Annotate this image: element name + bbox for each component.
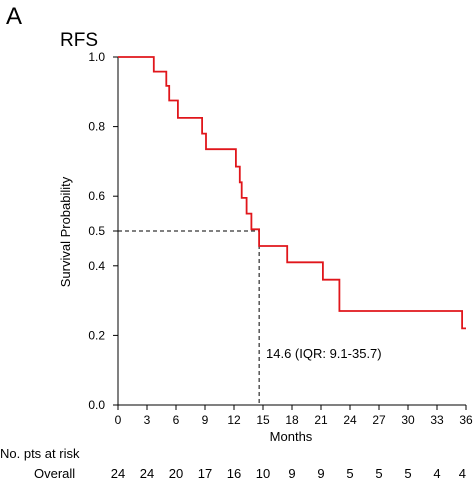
- x-tick-label: 36: [459, 413, 473, 427]
- median-lines: [118, 230, 260, 405]
- x-axis: 0 3 6 9 12 15 18 21 24 27 30 33 36: [115, 404, 473, 427]
- x-tick-label: 15: [256, 413, 270, 427]
- risk-row-label: Overall: [34, 466, 75, 479]
- x-tick-label: 30: [401, 413, 415, 427]
- x-axis-label: Months: [270, 429, 313, 444]
- y-tick-label: 0.5: [88, 224, 105, 238]
- risk-count: 17: [198, 466, 212, 479]
- risk-count: 4: [433, 466, 440, 479]
- y-tick-label: 1.0: [88, 50, 105, 64]
- risk-count: 9: [288, 466, 295, 479]
- x-tick-label: 3: [144, 413, 151, 427]
- risk-count: 24: [111, 466, 125, 479]
- x-tick-label: 33: [430, 413, 444, 427]
- x-tick-label: 12: [227, 413, 241, 427]
- x-tick-label: 9: [202, 413, 209, 427]
- x-tick-label: 27: [372, 413, 386, 427]
- y-tick-label: 0.4: [88, 259, 105, 273]
- y-axis: 0.0 0.2 0.4 0.5 0.6 0.8 1.0: [88, 50, 119, 412]
- risk-table: Overall 24 24 20 17 16 10 9 9 5 5 5 4 4: [34, 466, 466, 479]
- risk-count: 20: [169, 466, 183, 479]
- risk-count: 5: [375, 466, 382, 479]
- risk-count: 24: [140, 466, 154, 479]
- risk-table-title: No. pts at risk: [0, 446, 80, 461]
- risk-count: 16: [227, 466, 241, 479]
- panel-label: A: [6, 3, 22, 30]
- risk-count: 9: [317, 466, 324, 479]
- x-tick-label: 21: [314, 413, 328, 427]
- risk-count: 4: [459, 466, 466, 479]
- y-axis-label: Survival Probability: [58, 176, 73, 287]
- median-annotation: 14.6 (IQR: 9.1-35.7): [266, 346, 382, 361]
- risk-count: 10: [256, 466, 270, 479]
- x-tick-label: 6: [173, 413, 180, 427]
- chart-title: RFS: [60, 30, 98, 51]
- y-tick-label: 0.8: [88, 120, 105, 134]
- y-tick-label: 0.2: [88, 328, 105, 342]
- x-tick-label: 0: [115, 413, 122, 427]
- x-tick-label: 18: [285, 413, 299, 427]
- y-tick-label: 0.0: [88, 398, 105, 412]
- y-tick-label: 0.6: [88, 189, 105, 203]
- x-tick-label: 24: [343, 413, 357, 427]
- survival-curve: [118, 56, 466, 330]
- survival-curve-group: [118, 56, 466, 330]
- risk-count: 5: [346, 466, 353, 479]
- risk-count: 5: [404, 466, 411, 479]
